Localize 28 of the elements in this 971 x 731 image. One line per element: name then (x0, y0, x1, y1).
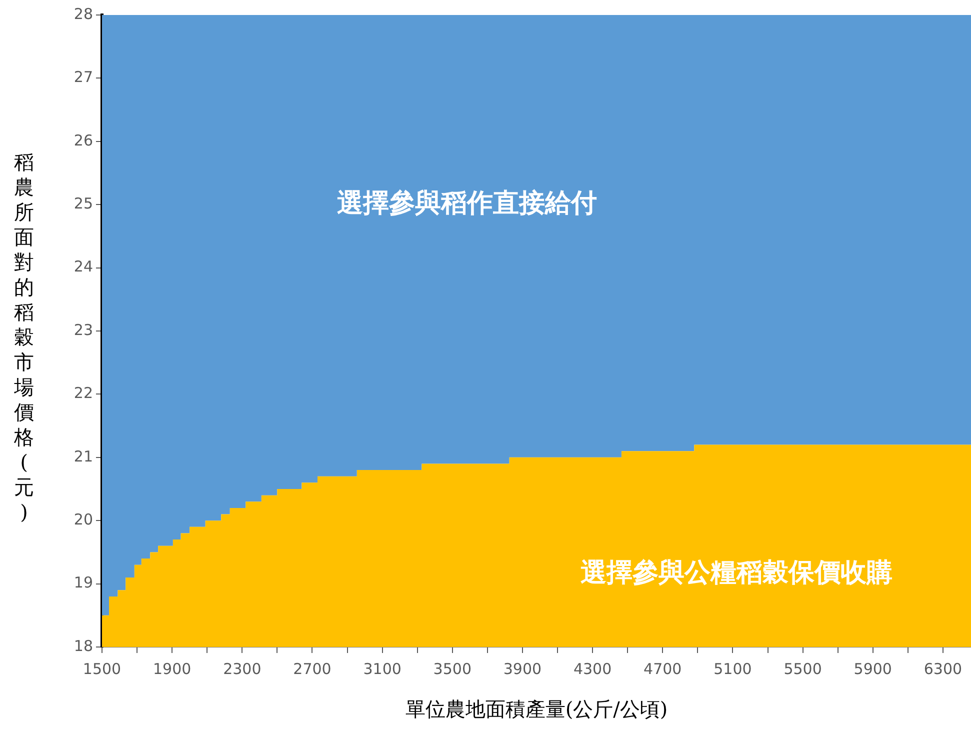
y-tick-label: 23 (74, 320, 93, 339)
x-tick-label: 5100 (714, 660, 752, 678)
x-tick-label: 3500 (433, 660, 472, 678)
text: 稻農所面對的稻穀市場價格(元) (14, 150, 34, 524)
x-tick-label: 1900 (152, 660, 192, 678)
y-tick-label: 25 (74, 194, 93, 212)
y-tick-label: 22 (74, 384, 93, 402)
x-tick-label: 4700 (644, 660, 682, 678)
x-tick-label: 4300 (573, 660, 612, 678)
x-tick-label: 2700 (293, 660, 332, 678)
x-tick-label: 2300 (223, 660, 262, 678)
y-tick-label: 28 (74, 4, 93, 23)
y-tick-label: 24 (74, 258, 93, 276)
y-tick-label: 18 (74, 636, 93, 655)
x-tick-label: 5900 (854, 660, 892, 678)
x-axis-title: 單位農地面積產量(公斤/公頃) (405, 697, 668, 722)
annotation: 選擇參與稻作直接給付 (336, 188, 597, 218)
y-tick-label: 27 (74, 68, 93, 86)
y-tick-label: 20 (74, 510, 93, 528)
y-tick-label: 19 (74, 574, 93, 592)
annotation: 選擇參與公糧稻穀保價收購 (580, 558, 892, 588)
y-tick-label: 26 (74, 131, 93, 150)
x-tick-label: 5500 (784, 660, 822, 678)
x-tick-label: 6300 (924, 660, 962, 678)
x-tick-label: 1500 (82, 660, 122, 678)
x-tick-label: 3100 (363, 660, 402, 678)
x-tick-label: 3900 (503, 660, 542, 678)
y-tick-label: 21 (74, 447, 93, 466)
